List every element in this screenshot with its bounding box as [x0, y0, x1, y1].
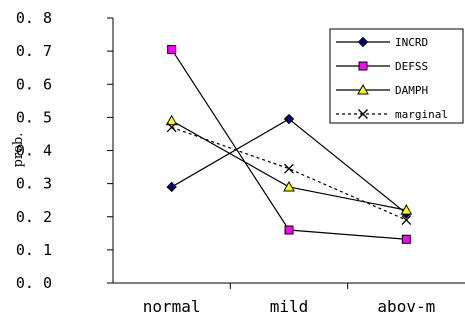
data-point-defss — [284, 225, 294, 235]
legend-marker-defss — [358, 61, 368, 71]
x-marker-stroke — [284, 163, 294, 174]
x-tick-label: mild — [270, 297, 309, 316]
data-point-damph — [283, 180, 295, 192]
data-point-incrd — [283, 113, 295, 125]
y-tick-label: 0. 3 — [16, 175, 52, 193]
data-point-marginal — [401, 215, 412, 226]
data-point-damph — [400, 204, 413, 215]
y-tick-label: 0. 5 — [16, 108, 52, 126]
legend-label-incrd: INCRD — [395, 36, 428, 49]
data-point-incrd — [166, 181, 177, 193]
series-line-incrd — [171, 118, 407, 214]
data-point-defss — [401, 234, 411, 244]
y-tick-label: 0. 4 — [16, 142, 52, 160]
data-point-defss — [167, 44, 177, 54]
series-line-damph — [171, 120, 407, 211]
y-ticks: 0. 0 0. 1 0. 2 0. 3 0. 4 0. 5 0. 6 0. 7 0. 8 — [16, 9, 113, 292]
y-tick-label: 0. 2 — [16, 208, 52, 226]
x-marker-stroke — [166, 122, 177, 133]
legend-box — [329, 28, 464, 124]
y-tick-label: 0. 7 — [16, 42, 52, 60]
legend-label-defss: DEFSS — [395, 60, 428, 73]
x-marker-stroke — [401, 215, 412, 226]
legend-label-damph: DAMPH — [395, 84, 428, 97]
series-layer — [165, 44, 413, 244]
legend-marker-marginal — [358, 109, 368, 119]
x-tick-label: normal — [143, 297, 201, 316]
x-marker-stroke — [358, 109, 368, 119]
data-point-damph — [165, 114, 178, 126]
legend: INCRD DEFSS DAMPH marginal — [329, 28, 464, 124]
y-tick-label: 0. 6 — [16, 75, 52, 93]
legend-marker-damph — [357, 83, 369, 95]
data-point-marginal — [284, 163, 294, 174]
legend-label-marginal: marginal — [395, 108, 448, 121]
y-axis-title: prob. — [11, 133, 26, 168]
data-point-marginal — [166, 122, 177, 133]
y-tick-label: 0. 8 — [16, 9, 52, 27]
x-tick-label: abov-m — [377, 297, 435, 316]
legend-marker-incrd — [357, 36, 369, 48]
y-tick-label: 0. 1 — [16, 241, 52, 259]
x-ticks: normal mild abov-m — [143, 283, 435, 316]
y-tick-label: 0. 0 — [16, 274, 52, 292]
